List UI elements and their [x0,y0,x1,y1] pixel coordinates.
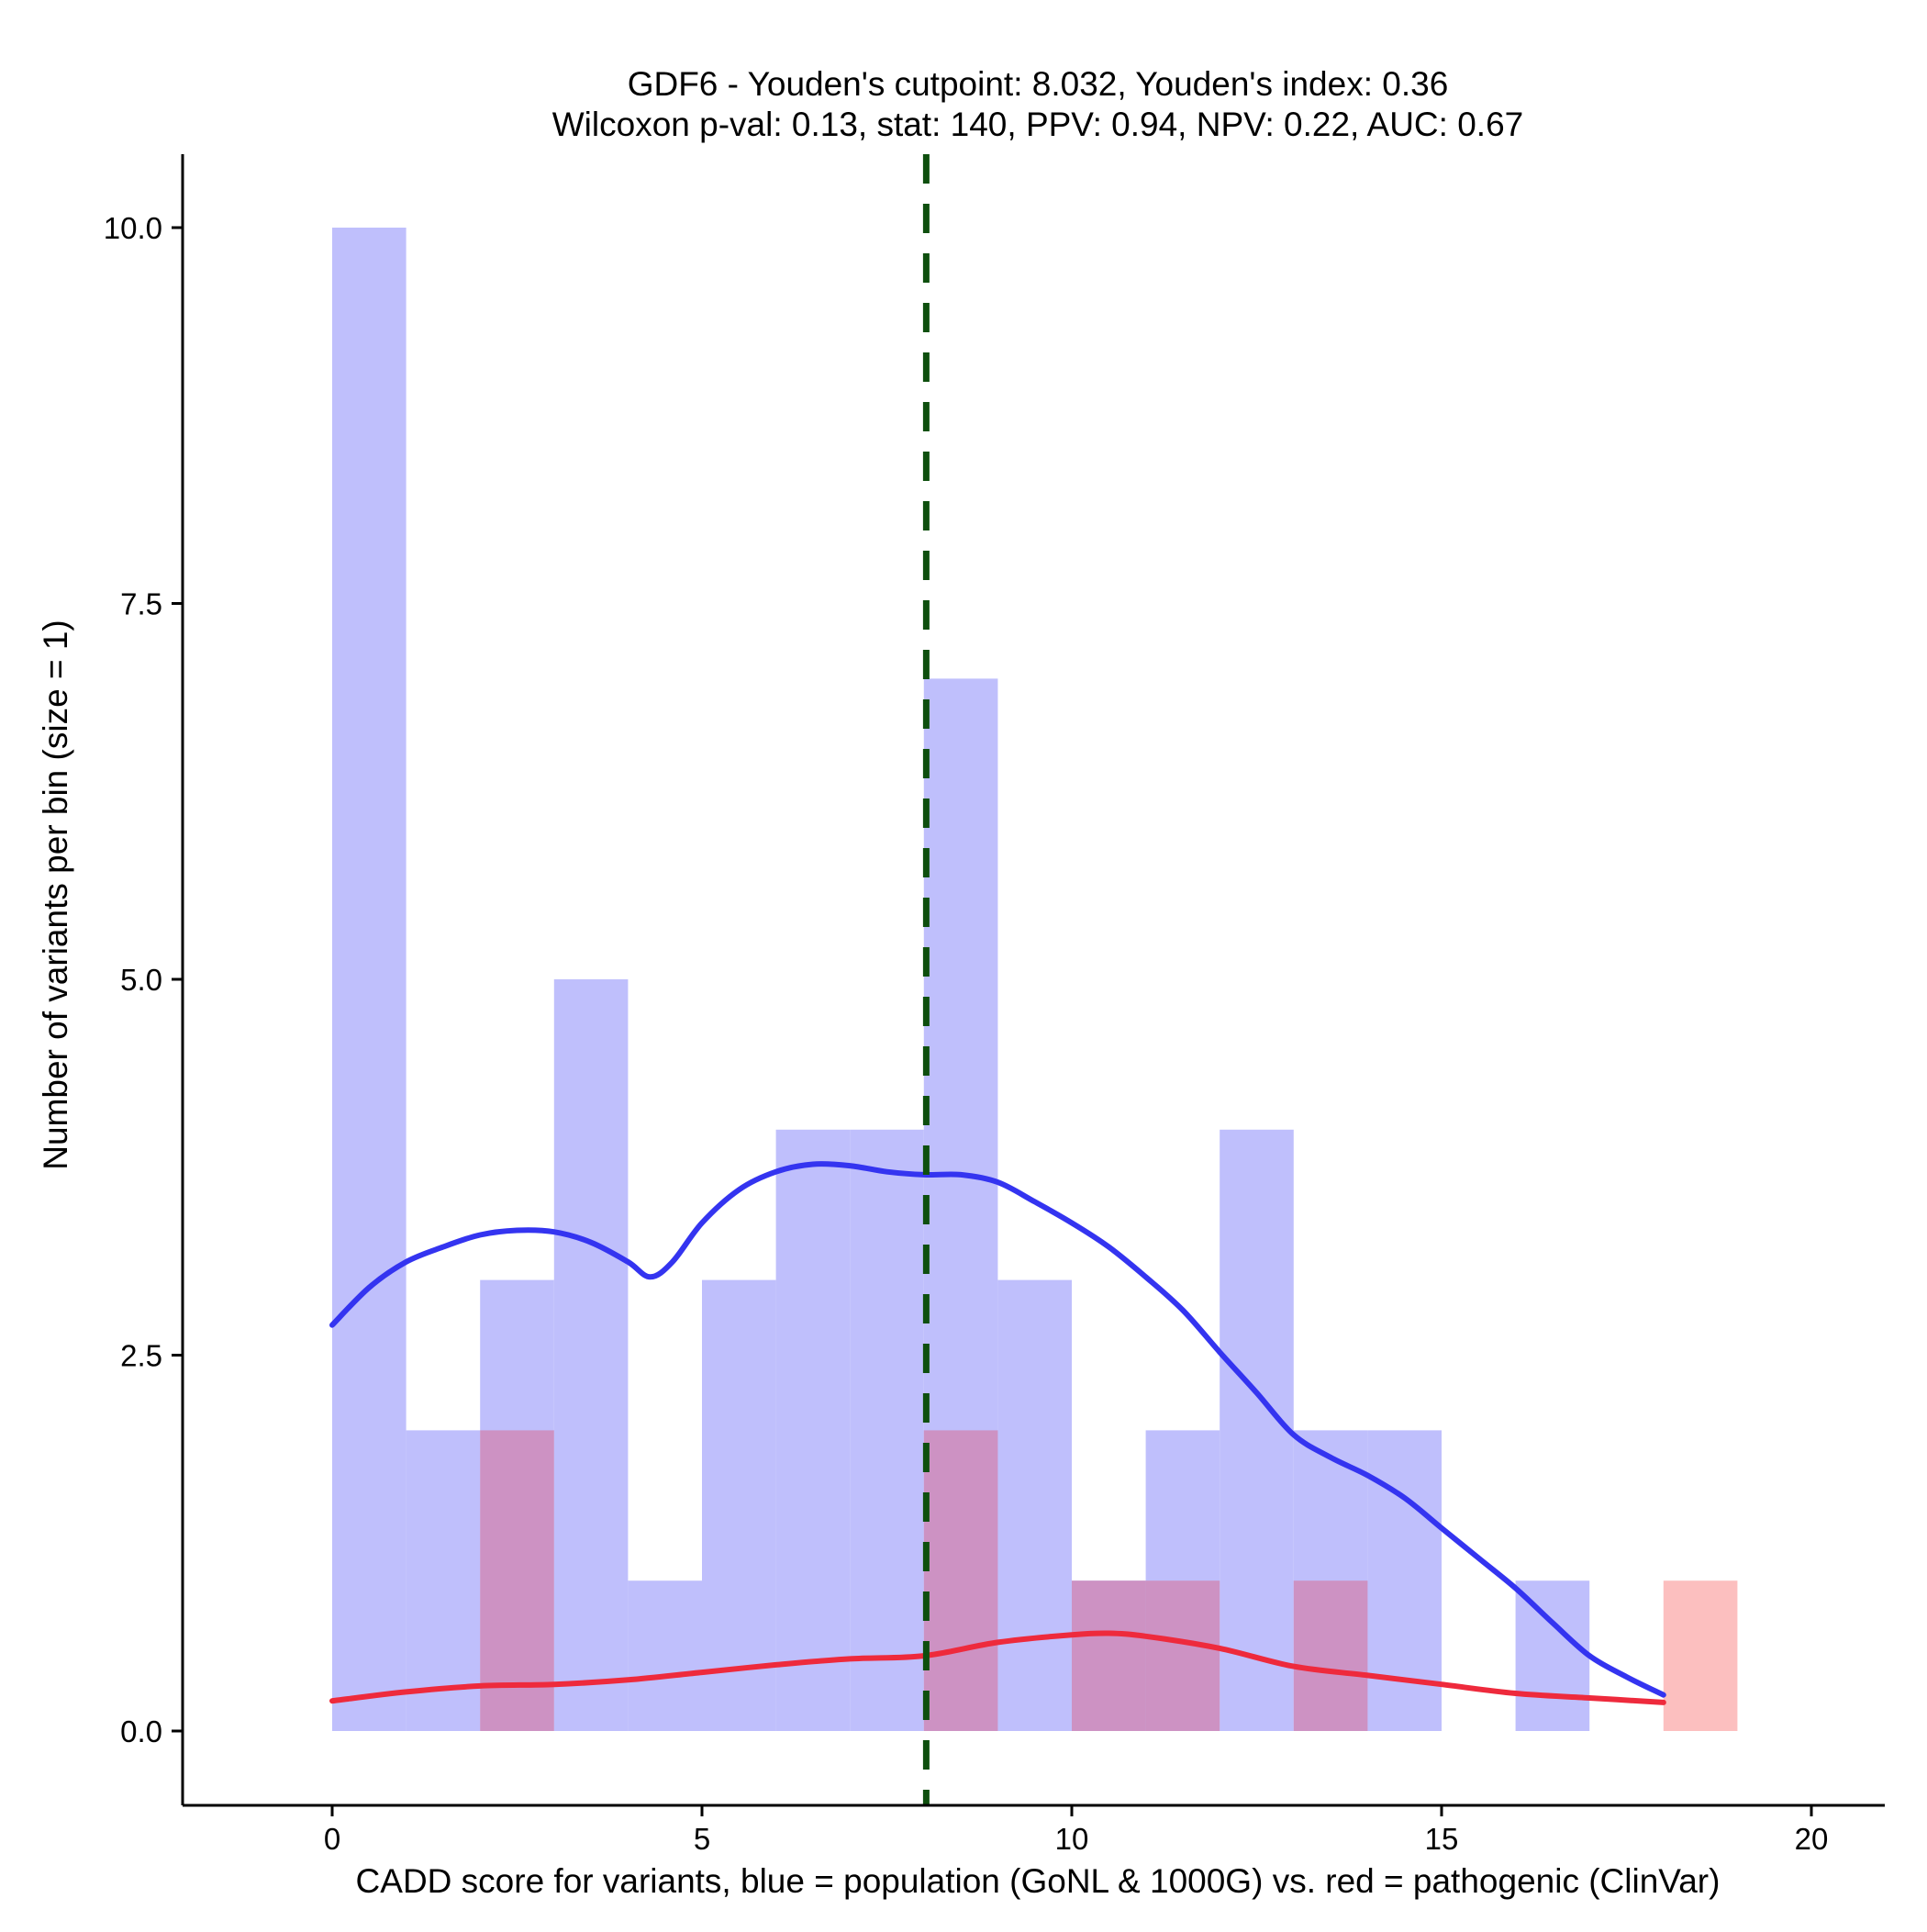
density-lines [329,1161,1666,1705]
y-axis-label: Number of variants per bin (size = 1) [37,620,74,1169]
population-bar [332,228,407,1731]
population-density-line [329,1161,1666,1698]
y-tick-label: 5.0 [120,963,162,997]
x-axis-label: CADD score for variants, blue = populati… [356,1862,1721,1900]
x-tick-label: 0 [324,1822,340,1856]
population-bar [997,1279,1072,1731]
chart-title-line-2: Wilcoxon p-val: 0.13, stat: 140, PPV: 0.… [552,106,1523,143]
population-bar [1515,1580,1590,1731]
population-bar [1367,1430,1442,1731]
y-tick-label: 2.5 [120,1339,162,1373]
x-tick-label: 15 [1425,1822,1459,1856]
population-bar [850,1129,924,1731]
pathogenic-bars [480,1430,1738,1731]
population-bar [1220,1129,1294,1731]
x-tick-label: 5 [694,1822,710,1856]
pathogenic-bar [480,1430,554,1731]
pathogenic-bar [923,1430,998,1731]
population-bar [702,1279,776,1731]
population-bar [553,979,629,1731]
y-tick-label: 0.0 [120,1714,162,1748]
population-bar [406,1430,481,1731]
pathogenic-bar [1293,1580,1368,1731]
population-bars [332,228,1590,1731]
x-tick-label: 10 [1055,1822,1089,1856]
y-tick-label: 10.0 [104,211,162,245]
axes: 0.0 2.5 5.0 7.5 10.0 0 5 10 15 20 [104,154,1885,1856]
pathogenic-bar [1072,1580,1146,1731]
population-bar [628,1580,702,1731]
x-tick-label: 20 [1795,1822,1829,1856]
pathogenic-density-line [329,1630,1666,1705]
y-tick-label: 7.5 [120,587,162,621]
population-bar [775,1129,851,1731]
pathogenic-bar [1145,1580,1220,1731]
chart-title-line-1: GDF6 - Youden's cutpoint: 8.032, Youden'… [628,65,1449,103]
pathogenic-bar [1663,1580,1738,1731]
